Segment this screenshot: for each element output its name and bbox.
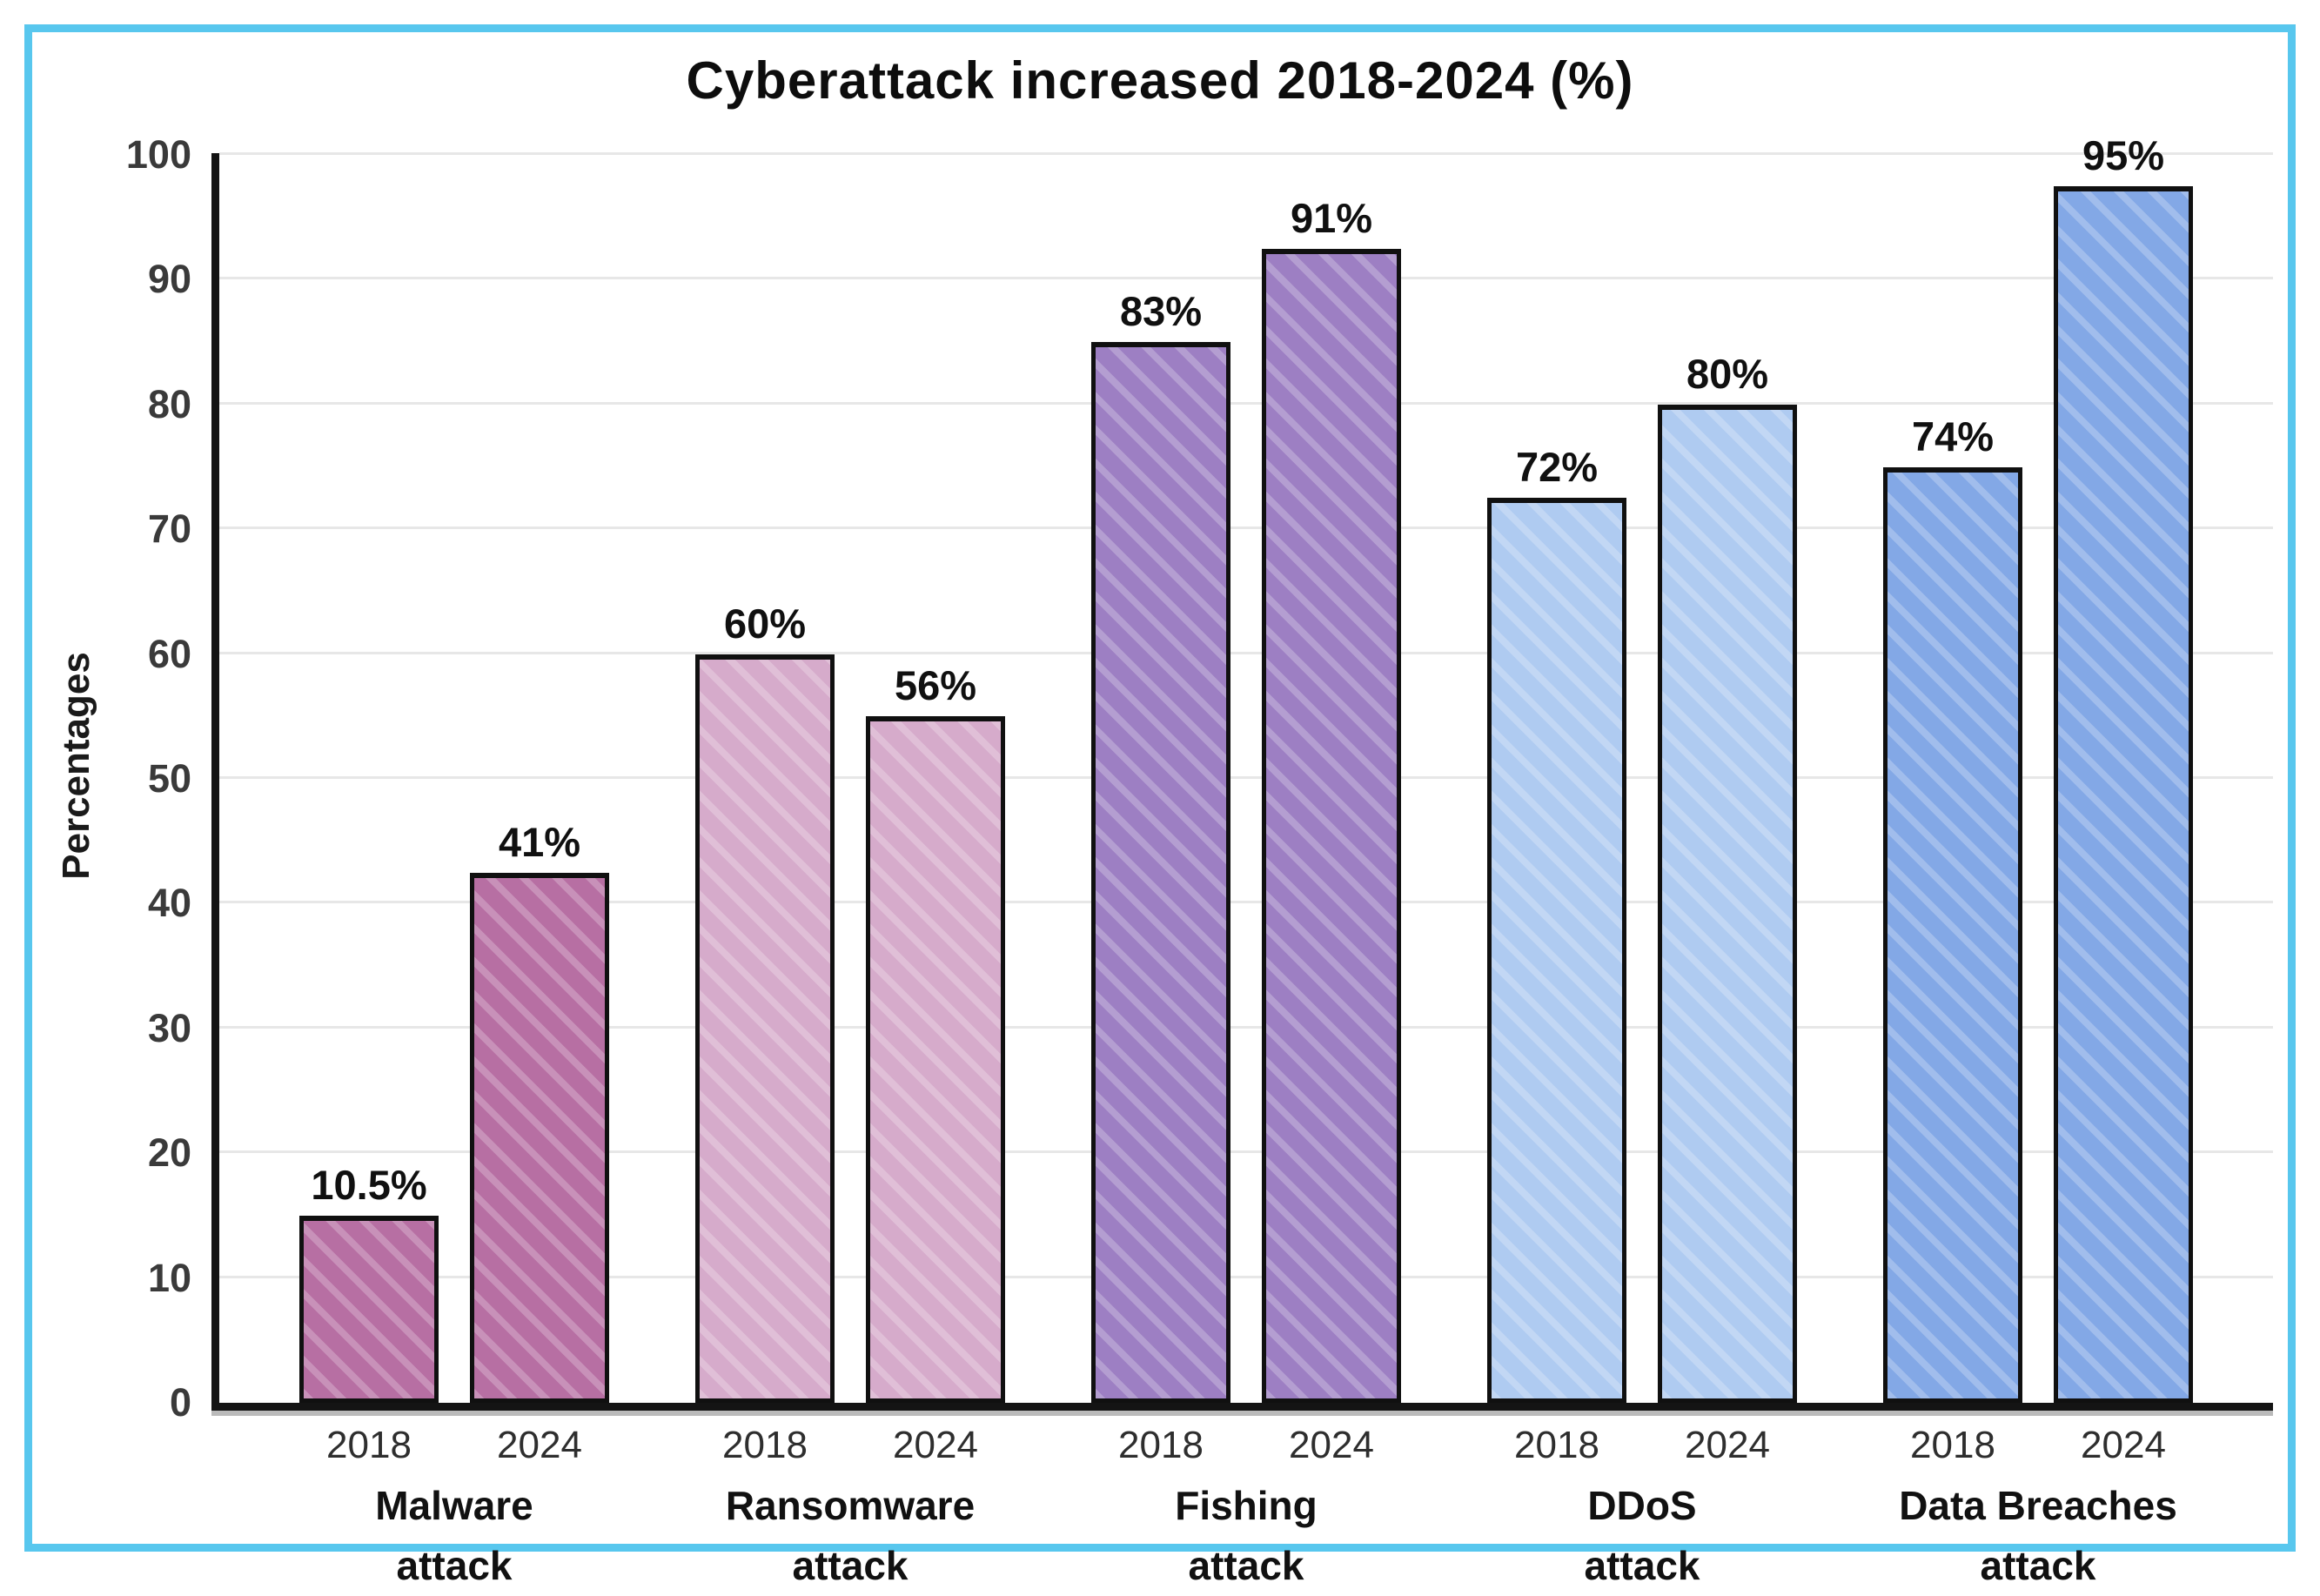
y-tick-label-90: 90 — [147, 257, 191, 302]
plot-area: 0 10 20 30 40 50 60 70 80 90 100 10.5% 41% 2018 2024 M… — [126, 132, 2273, 1588]
bar-ransomware-2018: 60% — [695, 600, 835, 1403]
bar-data-breaches-2018: 74% — [1883, 413, 2022, 1403]
year-labels: 2018 2024 — [1091, 1424, 1401, 1467]
bar-value-label: 80% — [1686, 350, 1769, 397]
gridline-50 — [219, 776, 2273, 779]
bar-ddos-2018: 72% — [1487, 444, 1626, 1403]
year-label-2018: 2018 — [722, 1424, 808, 1466]
group-name-line: attack — [1584, 1543, 1700, 1588]
bar-value-label: 91% — [1290, 194, 1373, 241]
bar-malware-2018: 10.5% — [299, 1162, 439, 1403]
y-tick-label-100: 100 — [125, 132, 191, 177]
gridline-80 — [219, 401, 2273, 405]
year-label-2018: 2018 — [1910, 1424, 1995, 1466]
year-label-2018: 2018 — [1514, 1424, 1599, 1466]
bar-value-label: 83% — [1119, 288, 1203, 335]
y-axis-label: Percentages — [55, 652, 97, 880]
bar-ddos-2024: 80% — [1658, 351, 1797, 1403]
chart-title: Cyberattack increased 2018-2024 (%) — [686, 51, 1634, 110]
year-label-2018: 2018 — [1118, 1424, 1204, 1466]
year-label-2018: 2018 — [326, 1424, 412, 1466]
y-tick-label-60: 60 — [147, 631, 191, 676]
gridline-60 — [219, 651, 2273, 654]
group-name: Malware attack — [299, 1476, 609, 1596]
y-tick-label-0: 0 — [169, 1380, 191, 1425]
bar-groups: 10.5% 41% 2018 2024 Malware attack 60% 56% 2018 2… — [219, 132, 2273, 1588]
group-name-line: Ransomware — [725, 1483, 976, 1528]
bar-ransomware-2024: 56% — [866, 662, 1005, 1403]
group-name-line: DDoS — [1587, 1483, 1697, 1528]
y-tick-label-80: 80 — [147, 381, 191, 426]
group-axis-labels: 2018 2024 Fishing attack — [1091, 1424, 1401, 1596]
year-labels: 2018 2024 — [299, 1424, 609, 1467]
gridline-30 — [219, 1025, 2273, 1029]
gridline-10 — [219, 1275, 2273, 1278]
group-axis-labels: 2018 2024 Malware attack — [299, 1424, 609, 1596]
y-tick-label-70: 70 — [147, 506, 191, 552]
bar-fishing-2024: 91% — [1262, 195, 1401, 1403]
group-name-line: Malware — [375, 1483, 533, 1528]
group-name: Fishing attack — [1091, 1476, 1401, 1596]
group-name-line: attack — [396, 1543, 513, 1588]
bar-malware-2024: 41% — [470, 819, 609, 1403]
group-name-line: attack — [1980, 1543, 2096, 1588]
x-axis-line — [211, 1403, 2273, 1411]
bar-value-label: 60% — [723, 600, 807, 647]
gridline-70 — [219, 526, 2273, 530]
year-label-2024: 2024 — [497, 1424, 582, 1466]
bar-value-label: 72% — [1515, 444, 1599, 491]
bar-group-malware-attack: 10.5% 41% 2018 2024 Malware attack — [299, 155, 609, 1588]
bar-value-label: 10.5% — [311, 1161, 427, 1208]
bar-value-label: 41% — [498, 818, 581, 865]
group-name-line: attack — [1188, 1543, 1304, 1588]
group-name-line: Data Breaches — [1899, 1483, 2177, 1528]
gridline-90 — [219, 277, 2273, 280]
gridline-100 — [219, 152, 2273, 155]
y-tick-label-50: 50 — [147, 756, 191, 801]
y-tick-label-40: 40 — [147, 881, 191, 926]
y-tick-label-30: 30 — [147, 1005, 191, 1050]
bar-group-ransomware-attack: 60% 56% 2018 2024 Ransomware attack — [695, 155, 1005, 1588]
bar-group-data-breaches-attack: 74% 95% 2018 2024 Data Breaches attack — [1883, 132, 2193, 1588]
y-tick-label-20: 20 — [147, 1130, 191, 1176]
bar-data-breaches-2024: 95% — [2054, 132, 2193, 1403]
year-label-2024: 2024 — [1685, 1424, 1770, 1466]
bar-fishing-2018: 83% — [1091, 288, 1230, 1403]
y-axis-line — [211, 153, 219, 1411]
year-labels: 2018 2024 — [1883, 1424, 2193, 1467]
gridline-20 — [219, 1150, 2273, 1154]
year-label-2024: 2024 — [2081, 1424, 2166, 1466]
bar-value-label: 95% — [2082, 131, 2165, 178]
year-label-2024: 2024 — [893, 1424, 978, 1466]
bar-group-fishing-attack: 83% 91% 2018 2024 Fishing attack — [1091, 155, 1401, 1588]
bar-value-label: 56% — [894, 662, 977, 709]
group-name: Ransomware attack — [695, 1476, 1005, 1596]
year-labels: 2018 2024 — [1487, 1424, 1797, 1467]
bar-group-ddos-attack: 72% 80% 2018 2024 DDoS attack — [1487, 155, 1797, 1588]
group-axis-labels: 2018 2024 Ransomware attack — [695, 1424, 1005, 1596]
group-name: DDoS attack — [1487, 1476, 1797, 1596]
y-tick-label-10: 10 — [147, 1255, 191, 1300]
group-axis-labels: 2018 2024 Data Breaches attack — [1883, 1424, 2193, 1596]
group-name-line: Fishing — [1175, 1483, 1318, 1528]
group-name-line: attack — [792, 1543, 909, 1588]
bar-value-label: 74% — [1911, 412, 1995, 459]
year-label-2024: 2024 — [1289, 1424, 1374, 1466]
group-axis-labels: 2018 2024 DDoS attack — [1487, 1424, 1797, 1596]
group-name: Data Breaches attack — [1883, 1476, 2193, 1596]
gridline-40 — [219, 901, 2273, 904]
year-labels: 2018 2024 — [695, 1424, 1005, 1467]
